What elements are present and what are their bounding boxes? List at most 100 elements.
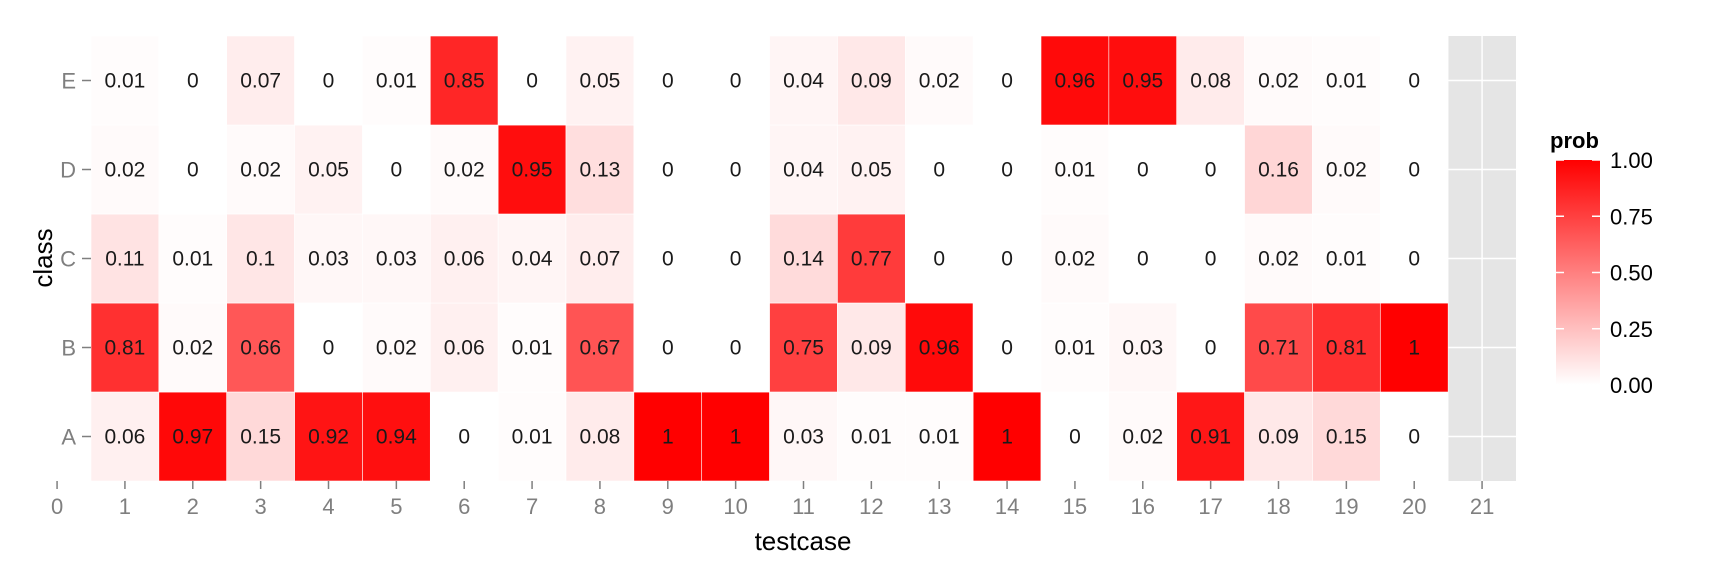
- legend-title: prob: [1550, 128, 1599, 153]
- x-tick-label-19: 19: [1334, 494, 1358, 519]
- heatmap-cell-B-12: [837, 302, 906, 393]
- cell-label-E-13: 0.02: [919, 70, 960, 93]
- cell-label-C-16: 0: [1137, 248, 1149, 271]
- heatmap-cell-A-16: [1108, 391, 1178, 482]
- cell-label-E-15: 0.96: [1054, 70, 1095, 93]
- legend: prob 1.00 0.75 0.50 0.25 0.00: [1550, 128, 1653, 398]
- heatmap-cell-A-8: [565, 391, 635, 482]
- cell-label-B-12: 0.09: [851, 337, 892, 360]
- x-tick-label-5: 5: [390, 494, 402, 519]
- cell-label-C-7: 0.04: [512, 248, 553, 271]
- cell-label-E-6: 0.85: [444, 70, 485, 93]
- heatmap-cell-E-12: [837, 35, 906, 126]
- heatmap-cell-D-2: [158, 124, 228, 215]
- cell-label-C-15: 0.02: [1054, 248, 1095, 271]
- cell-label-D-15: 0.01: [1054, 159, 1095, 182]
- heatmap-cell-C-14: [972, 213, 1042, 304]
- x-tick-label-1: 1: [119, 494, 131, 519]
- x-tick-label-15: 15: [1063, 494, 1087, 519]
- heatmap-cell-E-11: [769, 35, 838, 126]
- heatmap-cell-E-17: [1176, 35, 1245, 126]
- x-tick-label-21: 21: [1470, 494, 1494, 519]
- cell-label-D-7: 0.95: [512, 159, 553, 182]
- cell-label-B-17: 0: [1205, 337, 1217, 360]
- heatmap-cell-E-20: [1379, 35, 1449, 126]
- heatmap-cell-D-5: [362, 124, 431, 215]
- heatmap-cell-E-16: [1108, 35, 1178, 126]
- cell-label-D-10: 0: [730, 159, 742, 182]
- heatmap-cell-B-5: [362, 302, 431, 393]
- cell-label-A-3: 0.15: [240, 426, 281, 449]
- cell-label-A-5: 0.94: [376, 426, 417, 449]
- heatmap-cell-A-14: [972, 391, 1042, 482]
- x-tick-label-10: 10: [723, 494, 747, 519]
- cell-label-C-11: 0.14: [783, 248, 824, 271]
- cell-label-C-19: 0.01: [1326, 248, 1367, 271]
- cell-label-C-14: 0: [1001, 248, 1013, 271]
- cell-label-E-20: 0: [1408, 70, 1420, 93]
- heatmap-cell-E-8: [565, 35, 635, 126]
- cell-label-C-13: 0: [933, 248, 945, 271]
- legend-label-0.50: 0.50: [1610, 261, 1653, 286]
- heatmap-cells: [90, 35, 1449, 482]
- cell-label-C-12: 0.77: [851, 248, 892, 271]
- heatmap-cell-A-18: [1244, 391, 1313, 482]
- cell-label-E-10: 0: [730, 70, 742, 93]
- heatmap-cell-C-9: [633, 213, 703, 304]
- heatmap-cell-D-4: [294, 124, 363, 215]
- cell-label-D-16: 0: [1137, 159, 1149, 182]
- cell-label-D-14: 0: [1001, 159, 1013, 182]
- y-tick-label-B: B: [61, 336, 76, 361]
- cell-label-D-4: 0.05: [308, 159, 349, 182]
- heatmap-cell-D-10: [701, 124, 770, 215]
- cell-label-B-20: 1: [1408, 337, 1420, 360]
- heatmap-cell-A-9: [633, 391, 703, 482]
- heatmap-cell-E-10: [701, 35, 770, 126]
- cell-label-D-5: 0: [391, 159, 403, 182]
- cell-label-A-8: 0.08: [579, 426, 620, 449]
- cell-label-A-13: 0.01: [919, 426, 960, 449]
- heatmap-cell-D-8: [565, 124, 635, 215]
- cell-label-A-1: 0.06: [104, 426, 145, 449]
- heatmap-cell-B-15: [1040, 302, 1110, 393]
- heatmap-cell-A-11: [769, 391, 838, 482]
- heatmap-cell-C-8: [565, 213, 635, 304]
- cell-label-B-14: 0: [1001, 337, 1013, 360]
- heatmap-cell-B-9: [633, 302, 703, 393]
- heatmap-cell-E-14: [972, 35, 1042, 126]
- heatmap-cell-C-19: [1312, 213, 1381, 304]
- heatmap-cell-D-18: [1244, 124, 1313, 215]
- x-tick-label-9: 9: [662, 494, 674, 519]
- y-tick-label-A: A: [61, 425, 76, 450]
- heatmap-cell-E-7: [497, 35, 567, 126]
- heatmap-cell-A-3: [226, 391, 295, 482]
- cell-label-D-12: 0.05: [851, 159, 892, 182]
- heatmap-cell-A-7: [497, 391, 567, 482]
- heatmap-cell-E-18: [1244, 35, 1313, 126]
- heatmap-cell-D-20: [1379, 124, 1449, 215]
- cell-label-C-2: 0.01: [172, 248, 213, 271]
- heatmap-cell-B-16: [1108, 302, 1178, 393]
- cell-label-E-17: 0.08: [1190, 70, 1231, 93]
- cell-label-B-11: 0.75: [783, 337, 824, 360]
- x-tick-label-12: 12: [859, 494, 883, 519]
- heatmap-cell-A-17: [1176, 391, 1245, 482]
- heatmap-cell-D-6: [429, 124, 499, 215]
- heatmap-cell-B-7: [497, 302, 567, 393]
- cell-label-E-8: 0.05: [579, 70, 620, 93]
- cell-label-E-11: 0.04: [783, 70, 824, 93]
- cell-label-C-18: 0.02: [1258, 248, 1299, 271]
- heatmap-cell-D-12: [837, 124, 906, 215]
- x-tick-label-13: 13: [927, 494, 951, 519]
- heatmap-cell-A-2: [158, 391, 228, 482]
- cell-label-E-12: 0.09: [851, 70, 892, 93]
- heatmap-cell-C-6: [429, 213, 499, 304]
- heatmap-cell-B-8: [565, 302, 635, 393]
- heatmap-cell-A-20: [1379, 391, 1449, 482]
- cell-label-B-18: 0.71: [1258, 337, 1299, 360]
- cell-label-A-16: 0.02: [1122, 426, 1163, 449]
- cell-label-D-2: 0: [187, 159, 199, 182]
- cell-label-A-14: 1: [1001, 426, 1013, 449]
- heatmap-cell-C-7: [497, 213, 567, 304]
- cell-label-C-9: 0: [662, 248, 674, 271]
